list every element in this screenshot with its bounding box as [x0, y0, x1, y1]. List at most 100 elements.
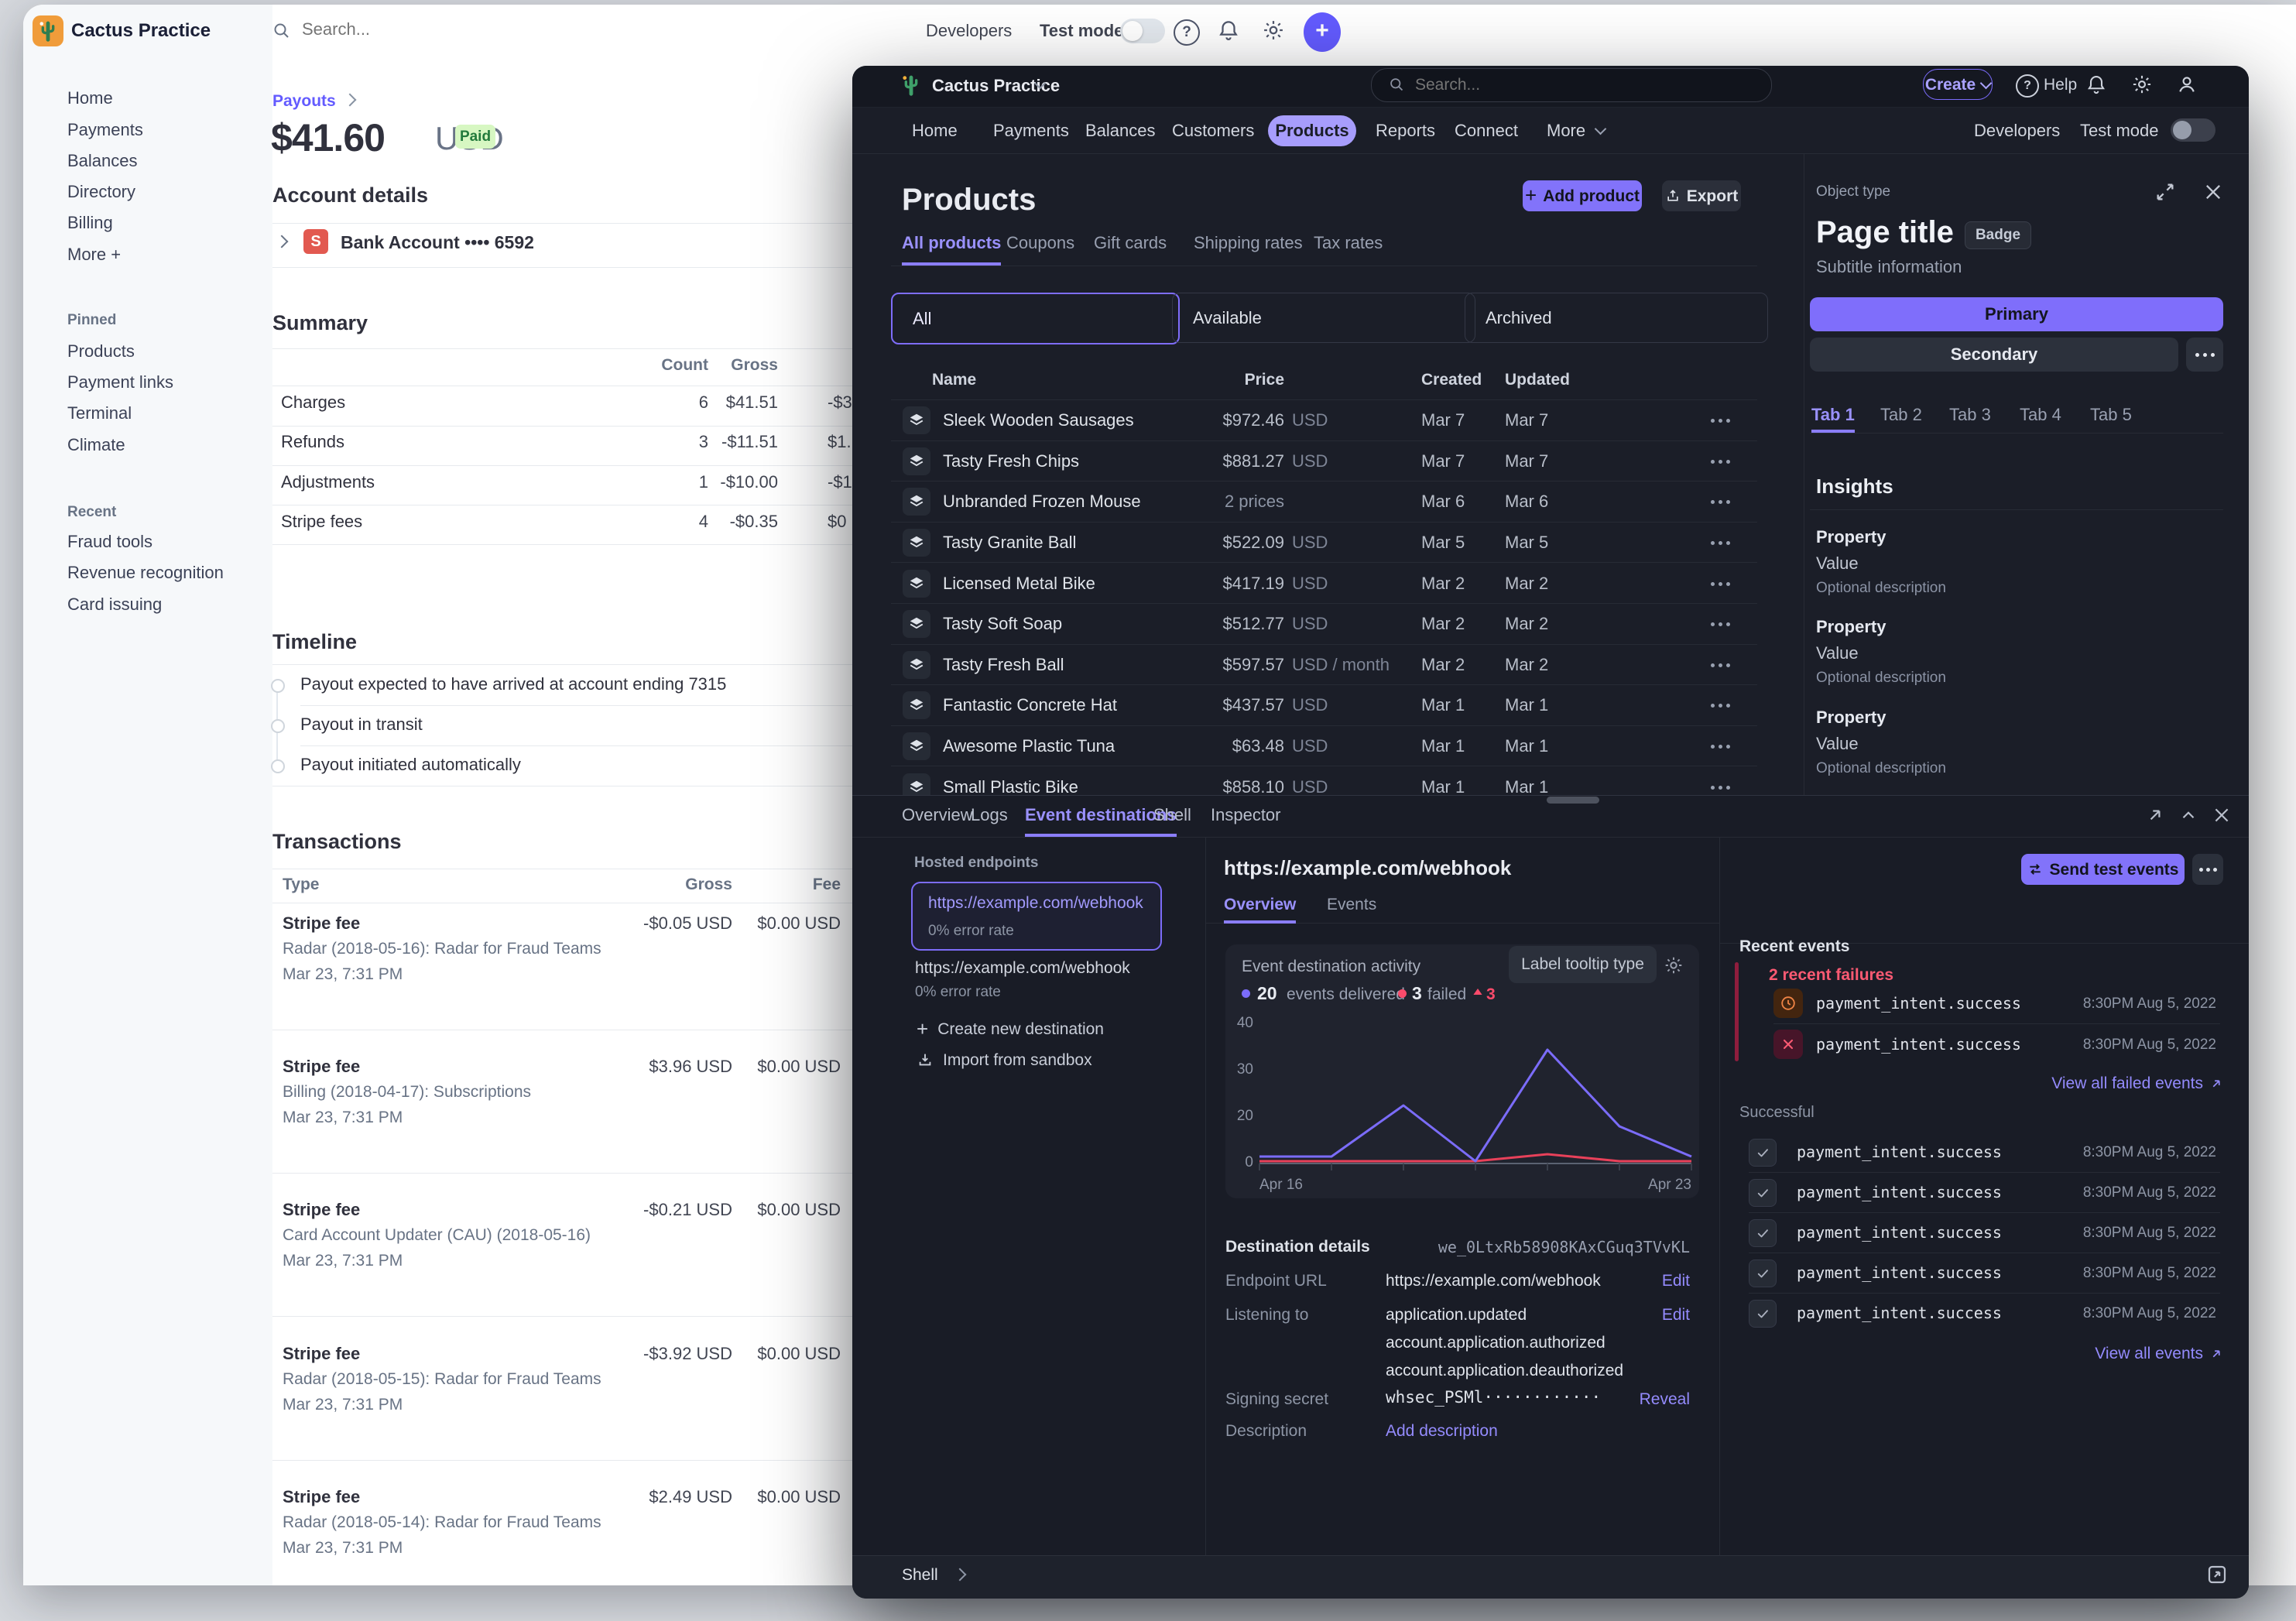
col-header-price[interactable]: Price — [1244, 371, 1284, 389]
endpoint-url[interactable]: https://example.com/webhook — [928, 894, 1143, 912]
row-actions-kebab[interactable] — [1719, 745, 1722, 749]
nav-item-customers[interactable]: Customers — [1172, 121, 1255, 140]
product-name[interactable]: Awesome Plastic Tuna — [943, 736, 1115, 756]
webhook-tab-events[interactable]: Events — [1327, 896, 1377, 913]
sidebar-item-balances[interactable]: Balances — [67, 151, 138, 170]
row-actions-kebab[interactable] — [1719, 663, 1722, 667]
collapse-chevron-up-icon[interactable] — [2178, 805, 2198, 825]
shell-bar[interactable] — [852, 1555, 2249, 1599]
tab-tax-rates[interactable]: Tax rates — [1314, 233, 1383, 252]
fullscreen-icon[interactable] — [2205, 1563, 2229, 1586]
devtools-tab-overview[interactable]: Overview — [902, 805, 973, 824]
bell-icon[interactable] — [2085, 74, 2107, 95]
help-label[interactable]: Help — [2044, 76, 2078, 94]
sidebar-item-climate[interactable]: Climate — [67, 435, 125, 454]
filter-all[interactable]: All — [891, 293, 1180, 344]
row-actions-kebab[interactable] — [1719, 582, 1722, 586]
row-actions-kebab[interactable] — [1719, 541, 1722, 545]
product-name[interactable]: Sleek Wooden Sausages — [943, 410, 1134, 430]
person-icon[interactable] — [2176, 74, 2198, 95]
search-input[interactable] — [300, 19, 629, 40]
add-product-button[interactable]: + Add product — [1523, 180, 1642, 211]
panel-tab-tab-2[interactable]: Tab 2 — [1880, 405, 1922, 424]
nav-item-products[interactable]: Products — [1268, 115, 1356, 146]
panel-more-button[interactable] — [2186, 338, 2223, 372]
scrollbar-pill[interactable] — [1547, 797, 1599, 804]
product-name[interactable]: Tasty Fresh Ball — [943, 655, 1064, 674]
secondary-button[interactable]: Secondary — [1810, 338, 2178, 372]
cactus-icon[interactable] — [898, 72, 924, 98]
col-header-updated[interactable]: Updated — [1505, 371, 1570, 389]
row-actions-kebab[interactable] — [1719, 786, 1722, 790]
add-description-link[interactable]: Add description — [1386, 1422, 1498, 1440]
edit-endpoint-link[interactable]: Edit — [1661, 1272, 1690, 1290]
import-sandbox-button[interactable]: Import from sandbox — [917, 1051, 1092, 1068]
success-event-name[interactable]: payment_intent.success — [1797, 1304, 2002, 1322]
tx-type[interactable]: Stripe fee — [283, 1200, 361, 1219]
endpoint-card-selected[interactable] — [911, 882, 1162, 951]
row-actions-kebab[interactable] — [1719, 704, 1722, 708]
help-icon[interactable]: ? — [1174, 19, 1200, 46]
sidebar-item-billing[interactable]: Billing — [67, 213, 113, 232]
sidebar-item-home[interactable]: Home — [67, 88, 113, 108]
success-event-name[interactable]: payment_intent.success — [1797, 1183, 2002, 1201]
tab-all-products[interactable]: All products — [902, 235, 1002, 266]
primary-button[interactable]: Primary — [1810, 297, 2223, 331]
sidebar-item-products[interactable]: Products — [67, 341, 135, 361]
devtools-tab-shell[interactable]: Shell — [1153, 805, 1191, 824]
create-button[interactable]: Create — [1923, 69, 1993, 100]
nav-item-home[interactable]: Home — [912, 121, 958, 140]
filter-archived[interactable]: Archived — [1465, 293, 1768, 343]
success-event-name[interactable]: payment_intent.success — [1797, 1143, 2002, 1161]
test-mode-toggle[interactable] — [1120, 19, 1165, 43]
product-name[interactable]: Tasty Fresh Chips — [943, 451, 1080, 471]
nav-item-payments[interactable]: Payments — [993, 121, 1069, 140]
tx-type[interactable]: Stripe fee — [283, 913, 361, 933]
devtools-tab-event-destinations[interactable]: Event destinations — [1025, 807, 1177, 837]
row-actions-kebab[interactable] — [1719, 622, 1722, 626]
close-icon[interactable] — [2212, 805, 2232, 825]
sidebar-item-fraud-tools[interactable]: Fraud tools — [67, 532, 153, 551]
product-name[interactable]: Licensed Metal Bike — [943, 574, 1095, 593]
nav-item-reports[interactable]: Reports — [1376, 121, 1436, 140]
expand-icon[interactable] — [2154, 181, 2176, 203]
help-icon[interactable]: ? — [2016, 74, 2039, 98]
view-failed-events-link[interactable]: View all failed events — [2051, 1075, 2223, 1092]
cactus-logo[interactable] — [33, 15, 63, 46]
devtools-tab-inspector[interactable]: Inspector — [1211, 805, 1281, 824]
product-name[interactable]: Fantastic Concrete Hat — [943, 695, 1117, 715]
bell-icon[interactable] — [1217, 19, 1240, 42]
dark-developers-link[interactable]: Developers — [1974, 121, 2061, 140]
product-name[interactable]: Tasty Soft Soap — [943, 614, 1063, 633]
product-name[interactable]: Unbranded Frozen Mouse — [943, 492, 1141, 511]
open-external-icon[interactable] — [2145, 805, 2165, 825]
dark-brand-name[interactable]: Cactus Practice — [932, 76, 1061, 95]
product-name[interactable]: Small Plastic Bike — [943, 777, 1078, 797]
tab-shipping-rates[interactable]: Shipping rates — [1194, 233, 1303, 252]
sidebar-item-more[interactable]: More + — [67, 245, 122, 264]
reveal-link[interactable]: Reveal — [1639, 1390, 1690, 1408]
close-icon[interactable] — [2202, 181, 2224, 203]
success-event-name[interactable]: payment_intent.success — [1797, 1223, 2002, 1242]
row-actions-kebab[interactable] — [1719, 460, 1722, 464]
dark-search-bar[interactable] — [1371, 68, 1772, 102]
tx-type[interactable]: Stripe fee — [283, 1344, 361, 1363]
gear-icon[interactable] — [2131, 74, 2153, 95]
nav-item-balances[interactable]: Balances — [1085, 121, 1156, 140]
sidebar-item-directory[interactable]: Directory — [67, 182, 136, 201]
product-name[interactable]: Tasty Granite Ball — [943, 533, 1077, 552]
filter-available[interactable]: Available — [1172, 293, 1475, 343]
sidebar-item-card-issuing[interactable]: Card issuing — [67, 595, 163, 614]
bank-account-label[interactable]: Bank Account •••• 6592 — [341, 232, 534, 252]
webhook-tab-overview[interactable]: Overview — [1224, 896, 1297, 924]
tx-type[interactable]: Stripe fee — [283, 1487, 361, 1506]
success-event-name[interactable]: payment_intent.success — [1797, 1263, 2002, 1282]
chart-settings-gear-icon[interactable] — [1664, 955, 1684, 975]
view-all-events-link[interactable]: View all events — [2095, 1345, 2223, 1362]
dark-test-mode-toggle[interactable] — [2171, 118, 2215, 142]
row-actions-kebab[interactable] — [1719, 500, 1722, 504]
edit-listening-link[interactable]: Edit — [1661, 1306, 1690, 1324]
nav-item-connect[interactable]: Connect — [1455, 121, 1518, 140]
nav-item-more[interactable]: More — [1547, 121, 1586, 140]
sidebar-item-payment-links[interactable]: Payment links — [67, 372, 173, 392]
